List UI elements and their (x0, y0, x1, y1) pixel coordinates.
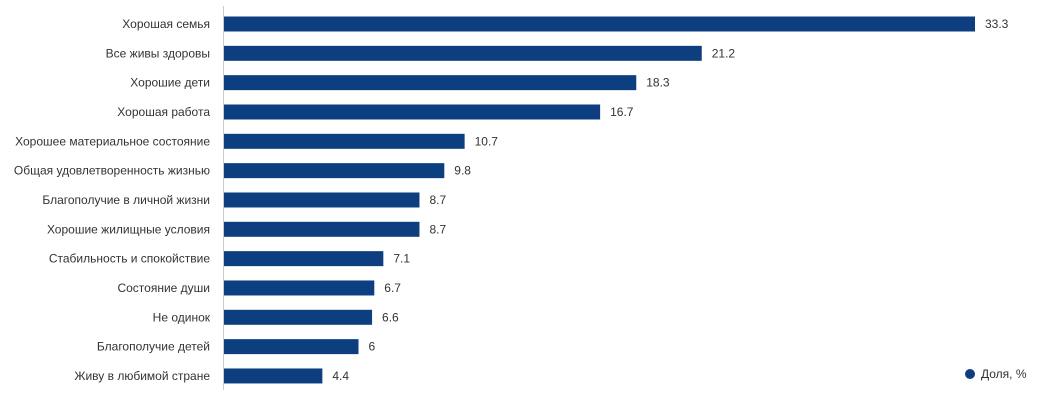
category-label: Стабильность и спокойствие (49, 252, 210, 266)
value-label: 7.1 (393, 252, 410, 266)
value-label: 4.4 (332, 369, 349, 383)
category-label: Все живы здоровы (106, 46, 210, 60)
category-label: Общая удовлетворенность жизнью (14, 164, 210, 178)
value-label: 8.7 (429, 222, 446, 236)
bar (223, 309, 373, 325)
bar (223, 368, 323, 384)
value-label: 18.3 (646, 76, 670, 90)
category-label: Хорошие жилищные условия (47, 222, 210, 236)
bar (223, 251, 384, 267)
category-label: Живу в любимой стране (74, 369, 210, 383)
legend-marker-icon (965, 369, 975, 379)
value-label: 33.3 (985, 17, 1009, 31)
bar (223, 280, 375, 296)
bar (223, 16, 975, 32)
category-label: Не одинок (153, 310, 211, 324)
category-label: Хорошая семья (122, 17, 210, 31)
bar (223, 45, 702, 61)
bar (223, 192, 420, 208)
value-labels: 33.3 21.2 18.3 16.7 10.7 9.8 8.7 8.7 7.1 6.7 6.6 6 4… (332, 17, 1008, 383)
bar (223, 163, 445, 179)
value-label: 6 (369, 340, 376, 354)
bar (223, 133, 465, 149)
category-labels: Хорошая семья Все живы здоровы Хорошие дет… (14, 17, 211, 383)
value-label: 21.2 (712, 46, 736, 60)
bars-layer (223, 16, 975, 384)
bar (223, 104, 601, 120)
category-label: Состояние души (117, 281, 210, 295)
bar (223, 75, 637, 91)
value-label: 9.8 (454, 164, 471, 178)
value-label: 6.6 (382, 310, 399, 324)
value-label: 8.7 (429, 193, 446, 207)
value-label: 10.7 (475, 134, 499, 148)
category-label: Хорошее материальное состояние (15, 134, 210, 148)
category-label: Благополучие в личной жизни (42, 193, 210, 207)
value-label: 16.7 (610, 105, 634, 119)
bar (223, 221, 420, 237)
bar (223, 339, 359, 355)
category-label: Благополучие детей (97, 340, 210, 354)
legend: Доля, % (965, 367, 1027, 381)
value-label: 6.7 (384, 281, 401, 295)
legend-label: Доля, % (981, 367, 1027, 381)
category-label: Хорошая работа (117, 105, 210, 119)
category-label: Хорошие дети (130, 76, 210, 90)
